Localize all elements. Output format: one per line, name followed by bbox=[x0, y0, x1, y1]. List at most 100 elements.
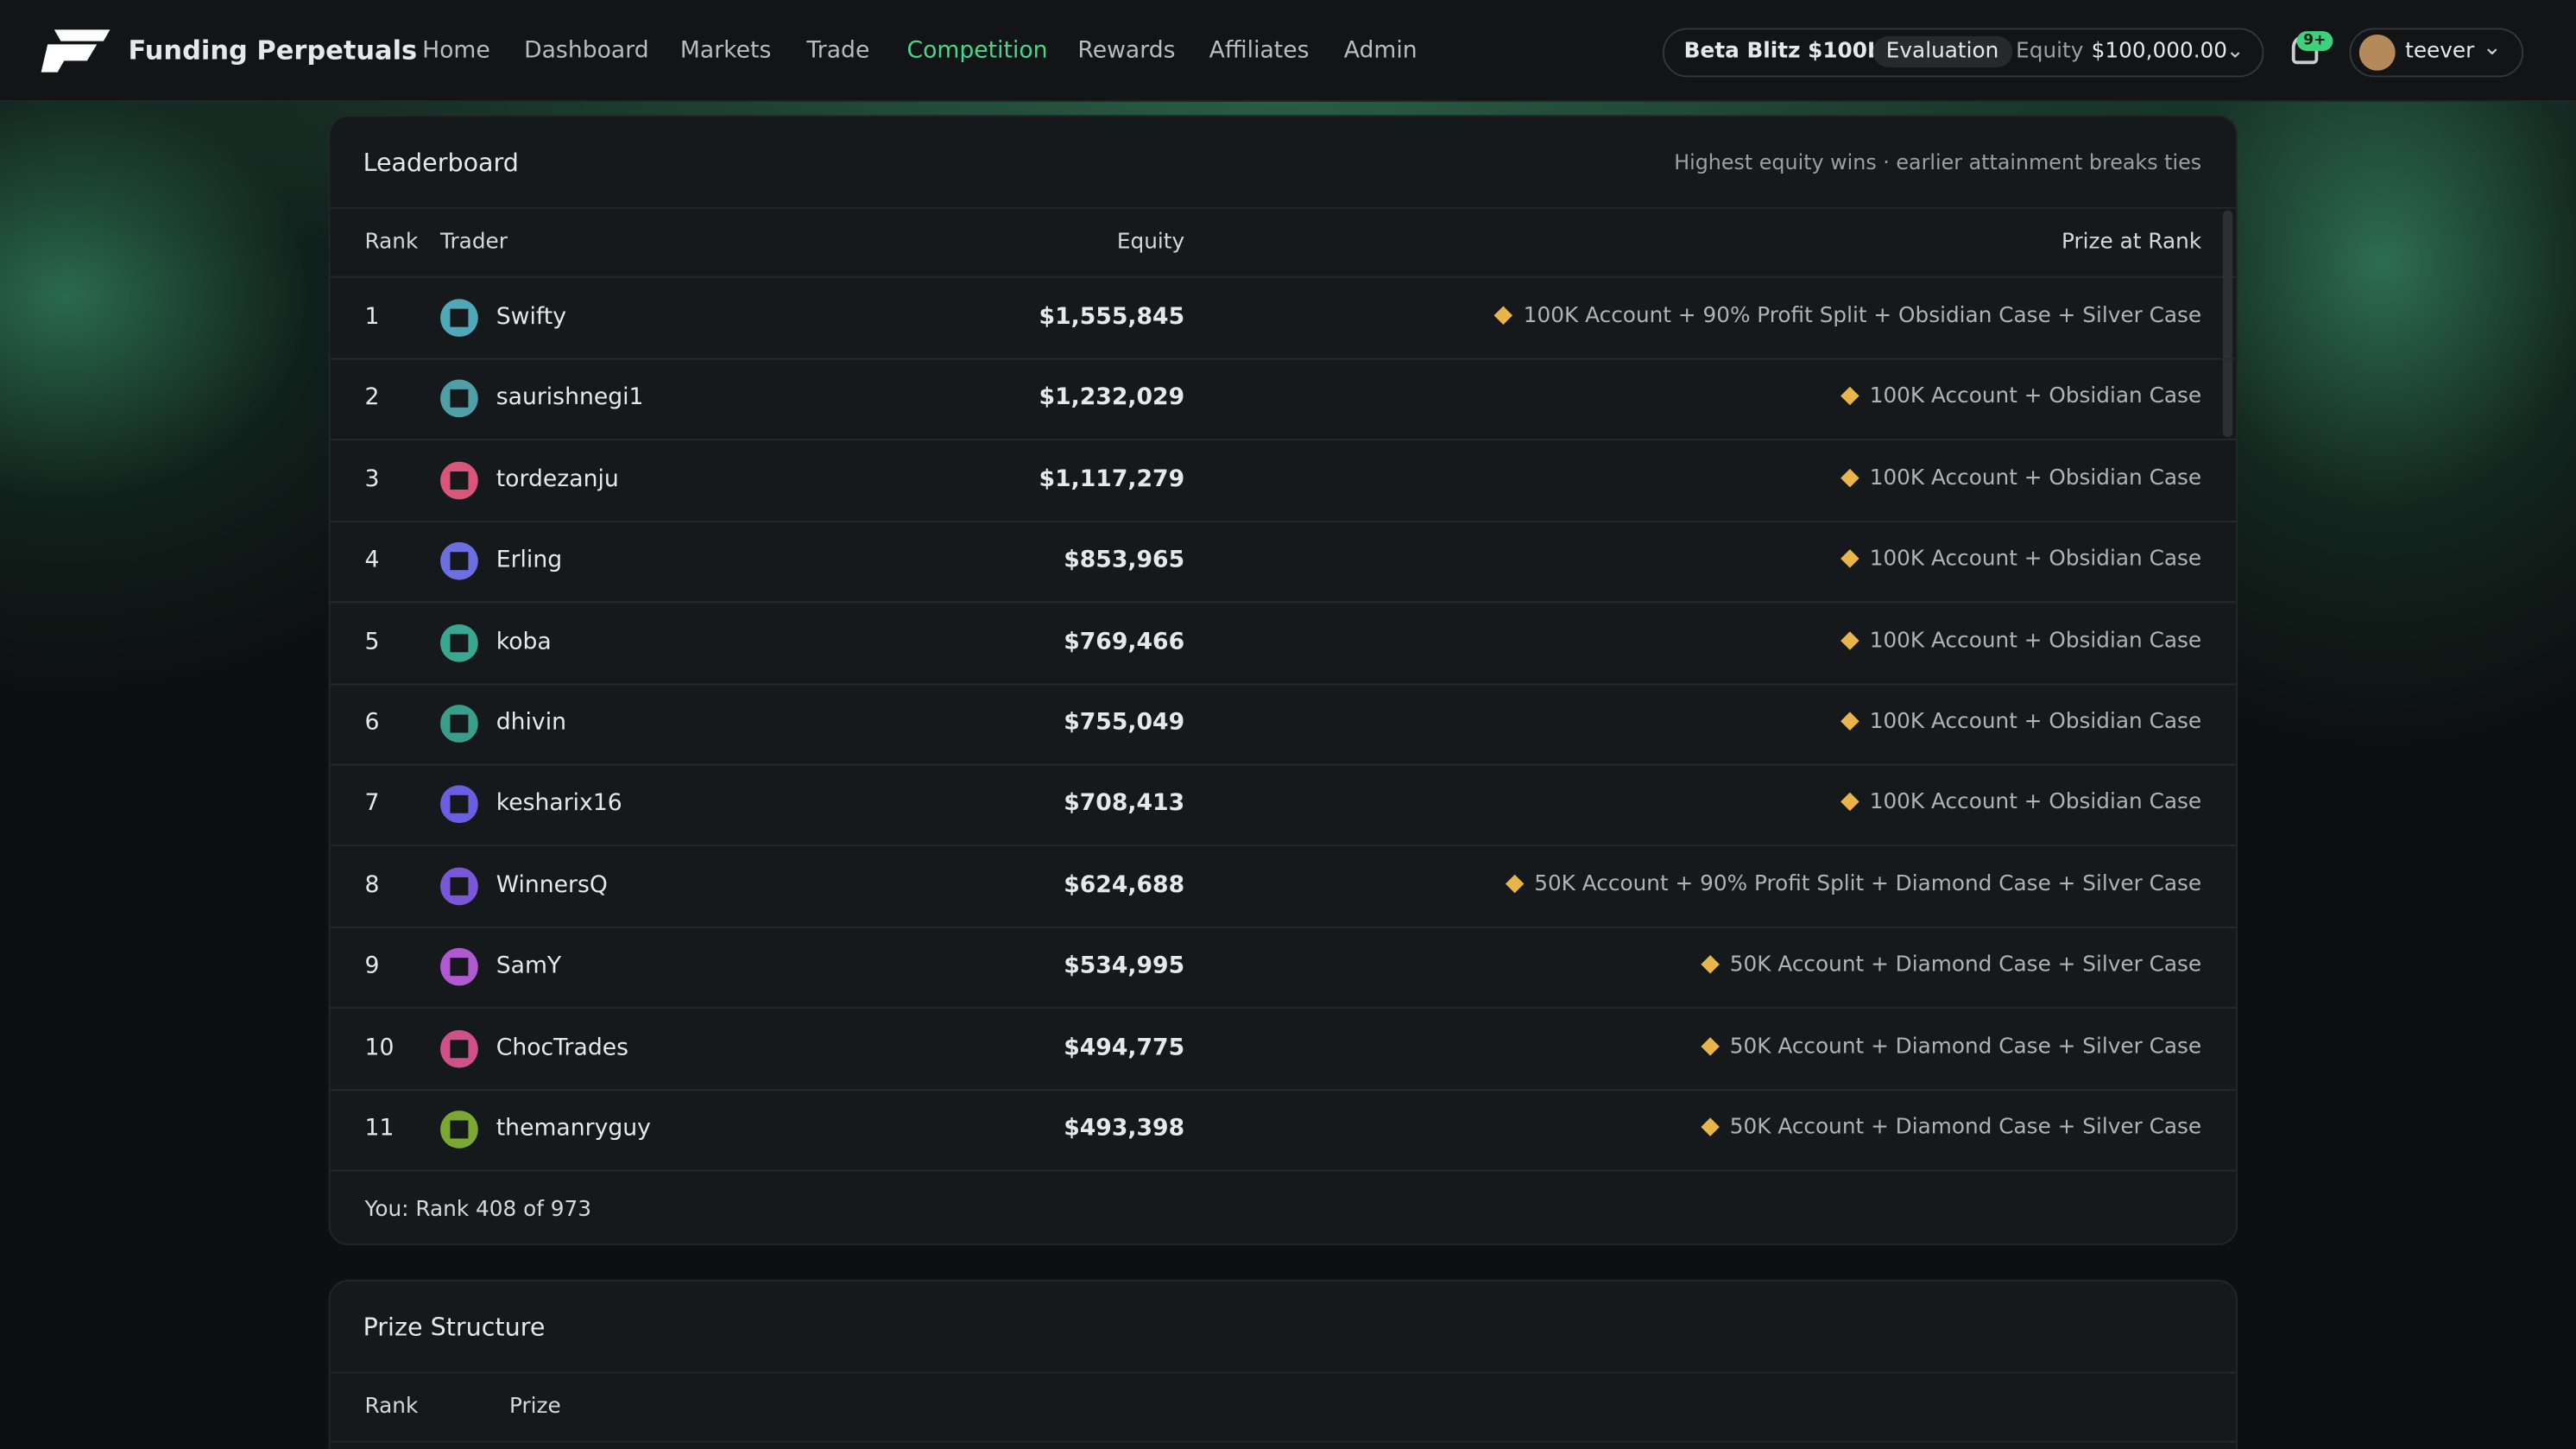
nav-link[interactable]: Dashboard bbox=[524, 37, 649, 65]
nav-link[interactable]: Competition bbox=[906, 37, 1048, 65]
trader-name[interactable]: Swifty bbox=[496, 303, 566, 331]
prize-icon bbox=[1840, 387, 1859, 407]
leaderboard-row: 1 Swifty $1,555,845 100K Account + 90% Prof… bbox=[330, 278, 2237, 360]
leaderboard-row: 10 ChocTrades $494,775 50K Account + Diamon… bbox=[330, 1008, 2237, 1091]
nav-link[interactable]: Affiliates bbox=[1209, 37, 1310, 65]
your-rank: You: Rank 408 of 973 bbox=[364, 1197, 592, 1223]
leaderboard-row: 3 tordezanju $1,117,279 100K Account + Obsi… bbox=[330, 440, 2237, 522]
equity-value: $100,000.00 bbox=[2091, 39, 2228, 65]
divider bbox=[330, 275, 2237, 278]
leaderboard-row: 8 WinnersQ $624,688 50K Account + 90% Profi… bbox=[330, 845, 2237, 928]
prize-text: 100K Account + Obsidian Case bbox=[1869, 384, 2202, 410]
equity: $853,965 bbox=[1064, 547, 1185, 574]
equity: $755,049 bbox=[1064, 709, 1185, 737]
divider bbox=[330, 1371, 2237, 1374]
card-note: Highest equity wins · earlier attainment… bbox=[1674, 149, 2202, 174]
prize-text: 100K Account + Obsidian Case bbox=[1869, 628, 2202, 654]
prize: 100K Account + 90% Profit Split + Obsidi… bbox=[1494, 303, 2202, 329]
logo[interactable] bbox=[41, 29, 110, 73]
account-selector[interactable]: Beta Blitz $100K Evaluation Equity $100,… bbox=[1662, 28, 2264, 78]
rank: 3 bbox=[364, 465, 380, 493]
column-header: Prize bbox=[508, 1395, 561, 1420]
prize-icon bbox=[1701, 1036, 1720, 1055]
prize: 50K Account + Diamond Case + Silver Case bbox=[1701, 1116, 2201, 1140]
equity: $708,413 bbox=[1064, 790, 1185, 818]
column-header: Rank bbox=[364, 230, 419, 255]
nav-link[interactable]: Admin bbox=[1343, 37, 1417, 65]
avatar-pattern bbox=[450, 389, 469, 408]
prize: 100K Account + Obsidian Case bbox=[1840, 465, 2202, 491]
equity: $494,775 bbox=[1064, 1034, 1185, 1061]
avatar-pattern bbox=[450, 876, 469, 895]
account-name: Beta Blitz $100K bbox=[1683, 39, 1885, 65]
column-header: Trader bbox=[440, 230, 508, 255]
trader-avatar bbox=[440, 299, 478, 338]
scrollbar[interactable] bbox=[2222, 210, 2233, 438]
trader-name[interactable]: dhivin bbox=[496, 709, 567, 737]
trader-avatar bbox=[440, 786, 478, 824]
divider bbox=[330, 1440, 2237, 1443]
prize-text: 100K Account + Obsidian Case bbox=[1869, 465, 2202, 491]
trader-avatar bbox=[440, 380, 478, 418]
prize-text: 50K Account + Diamond Case + Silver Case bbox=[1729, 1034, 2202, 1060]
leaderboard-row: 5 koba $769,466 100K Account + Obsidian Cas… bbox=[330, 602, 2237, 685]
prize: 100K Account + Obsidian Case bbox=[1840, 709, 2202, 735]
nav-link[interactable]: Trade bbox=[806, 37, 870, 65]
leaderboard-row: 9 SamY $534,995 50K Account + Diamond Case … bbox=[330, 927, 2237, 1009]
prize: 50K Account + 90% Profit Split + Diamond… bbox=[1505, 872, 2201, 896]
chevron: ⌄ bbox=[2226, 39, 2245, 65]
rank: 1 bbox=[364, 303, 380, 331]
top-bar: Funding Perpetuals Home Dashboard Market… bbox=[0, 0, 2576, 102]
rank: 4 bbox=[364, 547, 380, 574]
column-header: Prize at Rank bbox=[2061, 230, 2202, 255]
trader-avatar bbox=[440, 705, 478, 743]
nav-link[interactable]: Rewards bbox=[1077, 37, 1176, 65]
trader-name[interactable]: koba bbox=[496, 628, 552, 655]
user-name: teever bbox=[2405, 39, 2475, 65]
trader-name[interactable]: kesharix16 bbox=[496, 790, 622, 818]
divider bbox=[330, 206, 2237, 209]
trader-name[interactable]: saurishnegi1 bbox=[496, 384, 644, 412]
prize-icon bbox=[1840, 793, 1859, 812]
prize-text: 100K Account + Obsidian Case bbox=[1869, 709, 2202, 735]
trader-name[interactable]: Erling bbox=[496, 547, 563, 574]
equity: $624,688 bbox=[1064, 871, 1185, 899]
leaderboard-card: Leaderboard Highest equity wins · earlie… bbox=[328, 115, 2238, 1246]
equity: $769,466 bbox=[1064, 628, 1185, 655]
nav-link[interactable]: Home bbox=[422, 37, 490, 65]
equity: $534,995 bbox=[1064, 952, 1185, 980]
account-phase: Evaluation bbox=[1872, 35, 2012, 68]
prize-icon bbox=[1505, 874, 1525, 893]
prize-icon bbox=[1840, 468, 1859, 488]
prize: 100K Account + Obsidian Case bbox=[1840, 384, 2202, 410]
rank: 7 bbox=[364, 790, 380, 818]
brand[interactable]: Funding Perpetuals bbox=[128, 34, 418, 66]
trader-avatar bbox=[440, 867, 478, 905]
trader-avatar bbox=[440, 1110, 478, 1148]
rank: 8 bbox=[364, 871, 380, 899]
trader-name[interactable]: ChocTrades bbox=[496, 1034, 629, 1061]
leaderboard-row: 4 Erling $853,965 100K Account + Obsidian C… bbox=[330, 521, 2237, 604]
prize: 50K Account + Diamond Case + Silver Case bbox=[1701, 1034, 2202, 1060]
prize-structure-card: Prize Structure Rank Prize bbox=[328, 1280, 2238, 1449]
rank: 11 bbox=[364, 1115, 395, 1142]
trader-name[interactable]: SamY bbox=[496, 952, 562, 980]
prize-text: 100K Account + Obsidian Case bbox=[1869, 547, 2202, 573]
nav-link[interactable]: Markets bbox=[679, 37, 772, 65]
prize-text: 100K Account + 90% Profit Split + Obsidi… bbox=[1523, 303, 2202, 329]
prize-text: 50K Account + Diamond Case + Silver Case bbox=[1729, 952, 2202, 978]
user-menu[interactable]: teever ⌄ bbox=[2349, 28, 2524, 78]
avatar-pattern bbox=[450, 1120, 469, 1139]
trader-name[interactable]: themanryguy bbox=[496, 1115, 651, 1142]
trader-name[interactable]: tordezanju bbox=[496, 465, 619, 493]
prize-icon bbox=[1701, 955, 1720, 974]
leaderboard-row: 7 kesharix16 $708,413 100K Account + Obsidi… bbox=[330, 764, 2237, 847]
avatar-pattern bbox=[450, 633, 469, 652]
equity: $1,232,029 bbox=[1039, 384, 1185, 412]
equity: $1,555,845 bbox=[1039, 303, 1185, 331]
rank: 6 bbox=[364, 709, 380, 737]
trader-avatar bbox=[440, 1029, 478, 1067]
trader-avatar bbox=[440, 461, 478, 499]
trader-name[interactable]: WinnersQ bbox=[496, 871, 608, 899]
chevron: ⌄ bbox=[2482, 34, 2502, 61]
